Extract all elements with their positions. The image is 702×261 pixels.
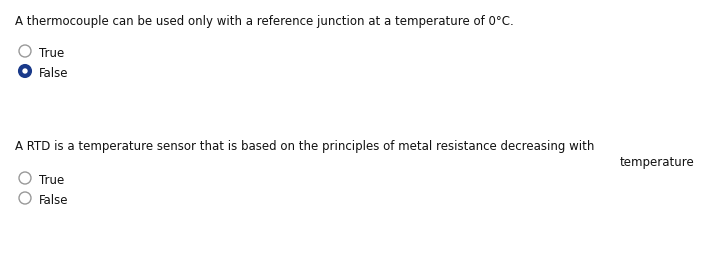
Circle shape bbox=[19, 65, 31, 77]
Text: True: True bbox=[39, 47, 65, 60]
Circle shape bbox=[19, 172, 31, 184]
Circle shape bbox=[19, 192, 31, 204]
Text: False: False bbox=[39, 67, 69, 80]
Circle shape bbox=[19, 45, 31, 57]
Text: temperature: temperature bbox=[619, 156, 694, 169]
Text: A RTD is a temperature sensor that is based on the principles of metal resistanc: A RTD is a temperature sensor that is ba… bbox=[15, 140, 595, 153]
Text: False: False bbox=[39, 194, 69, 207]
Text: A thermocouple can be used only with a reference junction at a temperature of 0°: A thermocouple can be used only with a r… bbox=[15, 15, 514, 28]
Text: True: True bbox=[39, 174, 65, 187]
Circle shape bbox=[22, 68, 27, 74]
